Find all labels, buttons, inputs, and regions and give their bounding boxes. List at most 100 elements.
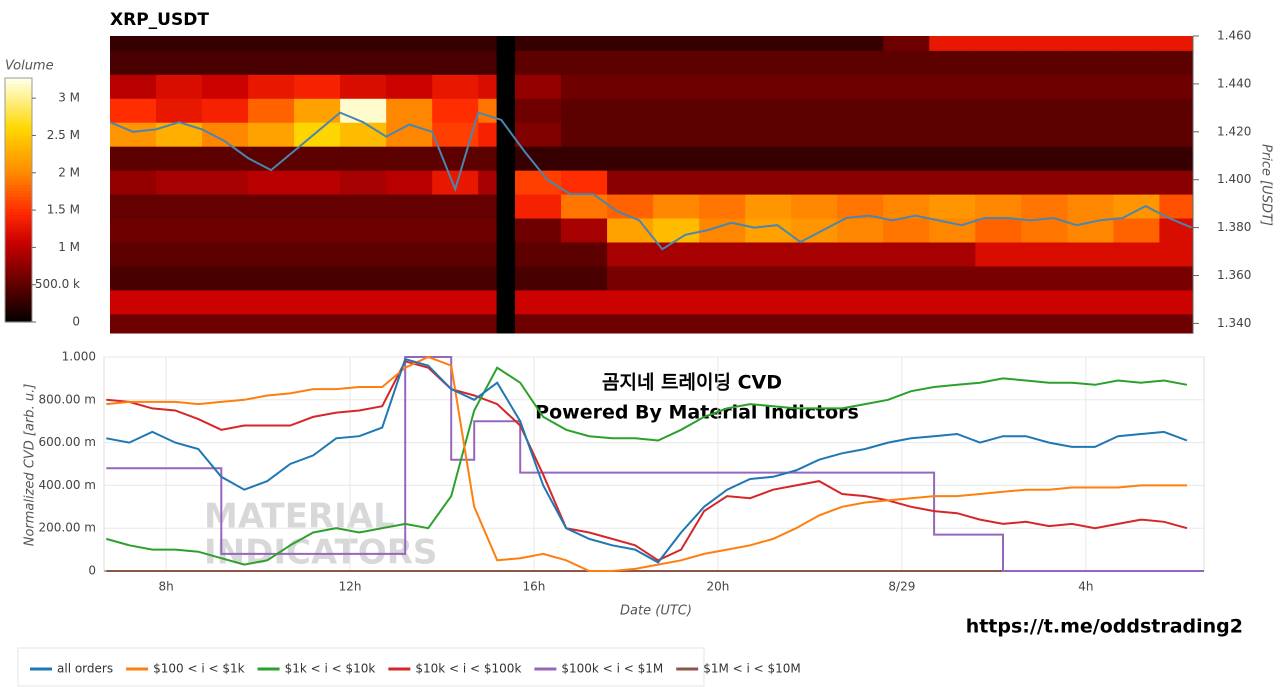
heatmap-cell (929, 218, 976, 243)
heatmap-cell (929, 74, 976, 99)
colorbar-strip (5, 242, 32, 247)
heatmap-cell (653, 36, 700, 51)
heatmap-cell (248, 241, 295, 267)
heatmap-cell (515, 50, 562, 75)
heatmap-cell (745, 265, 792, 291)
y-tick-label: 0 (88, 564, 96, 578)
colorbar-strip (5, 157, 32, 161)
heatmap-cell (294, 36, 341, 51)
heatmap-cell (791, 74, 838, 99)
heatmap-cell (1113, 313, 1160, 334)
heatmap-cell (699, 98, 746, 123)
colorbar-tick-label: 1.5 M (47, 203, 80, 217)
legend-box (17, 647, 705, 687)
colorbar-strip (5, 221, 32, 225)
heatmap-cell (515, 170, 562, 195)
heatmap-cell (1021, 50, 1068, 75)
colorbar-strip (5, 294, 32, 299)
heatmap-cell (515, 122, 562, 147)
heatmap-cell (929, 146, 976, 171)
heatmap-cell (745, 36, 792, 51)
heatmap-cell (653, 50, 700, 75)
heatmap-cell (294, 265, 341, 291)
y-tick-label: 1.440 (1217, 76, 1251, 90)
colorbar-strip (5, 90, 32, 94)
heatmap-cell (653, 289, 700, 315)
heatmap-cell (837, 74, 884, 99)
heatmap-cell (110, 289, 157, 315)
heatmap-cell (248, 50, 295, 75)
colorbar-strip (5, 187, 32, 192)
y-tick-label: 600.00 m (39, 435, 97, 449)
heatmap-cell (653, 194, 700, 219)
heatmap-cell (202, 289, 249, 315)
colorbar-strip (5, 245, 32, 250)
colorbar-strip (5, 163, 32, 168)
heatmap-cell (1159, 194, 1194, 219)
colorbar-strip (5, 309, 32, 314)
heatmap-cell (110, 74, 157, 99)
heatmap-cell (653, 170, 700, 195)
x-tick-label: 20h (706, 580, 729, 594)
heatmap-cell (478, 36, 498, 51)
heatmap-cell (791, 146, 838, 171)
annotation: 곰지네 트레이딩 CVD (602, 372, 782, 394)
colorbar-strip (5, 175, 32, 180)
watermark: INDICATORS (204, 533, 437, 573)
heatmap-cell (386, 98, 433, 123)
colorbar-strip (5, 233, 32, 238)
heatmap-cell (837, 170, 884, 195)
heatmap-cell (294, 122, 341, 147)
heatmap-cell (699, 289, 746, 315)
heatmap-cell (294, 194, 341, 219)
heatmap-cell (294, 146, 341, 171)
heatmap-cell (1067, 194, 1114, 219)
heatmap-cell (156, 313, 203, 334)
heatmap-cell (883, 98, 930, 123)
heatmap-cell (496, 194, 516, 219)
heatmap-cell (1067, 36, 1114, 51)
heatmap-cell (110, 146, 157, 171)
colorbar-strip (5, 200, 32, 204)
colorbar-strip (5, 160, 32, 164)
heatmap-cell (1113, 241, 1160, 267)
heatmap-cell (294, 313, 341, 334)
heatmap-cell (561, 170, 608, 195)
heatmap-cell (791, 36, 838, 51)
heatmap-cell (386, 74, 433, 99)
heatmap-cell (607, 50, 654, 75)
heatmap-cell (386, 265, 433, 291)
heatmap-cell (975, 313, 1022, 334)
colorbar-strip (5, 203, 32, 207)
heatmap-cell (1067, 74, 1114, 99)
heatmap-cell (294, 289, 341, 315)
heatmap-cell (1159, 289, 1194, 315)
heatmap-cell (745, 289, 792, 315)
colorbar-strip (5, 288, 32, 293)
heatmap-cell (294, 50, 341, 75)
cvd-line (106, 356, 1204, 572)
heatmap-cell (883, 36, 930, 51)
heatmap-cell (294, 241, 341, 267)
colorbar-strip (5, 126, 32, 131)
cvd-line (106, 360, 1188, 562)
heatmap-cell (1113, 289, 1160, 315)
heatmap-cell (386, 289, 433, 315)
heatmap-cell (837, 146, 884, 171)
heatmap-cell (156, 241, 203, 267)
y-axis-label: Normalized CVD [arb. u.] (23, 384, 38, 547)
heatmap-cell (561, 122, 608, 147)
colorbar-strip (5, 142, 32, 146)
heatmap-cell (975, 265, 1022, 291)
heatmap-cell (1159, 98, 1194, 123)
heatmap-cell (1113, 218, 1160, 243)
colorbar-strip (5, 248, 32, 253)
heatmap-cell (478, 194, 498, 219)
colorbar-strip (5, 111, 32, 116)
heatmap-cell (607, 218, 654, 243)
heatmap-cell (607, 194, 654, 219)
heatmap-cell (340, 146, 387, 171)
colorbar-strip (5, 120, 32, 125)
heatmap-cell (975, 98, 1022, 123)
colorbar-strip (5, 239, 32, 244)
